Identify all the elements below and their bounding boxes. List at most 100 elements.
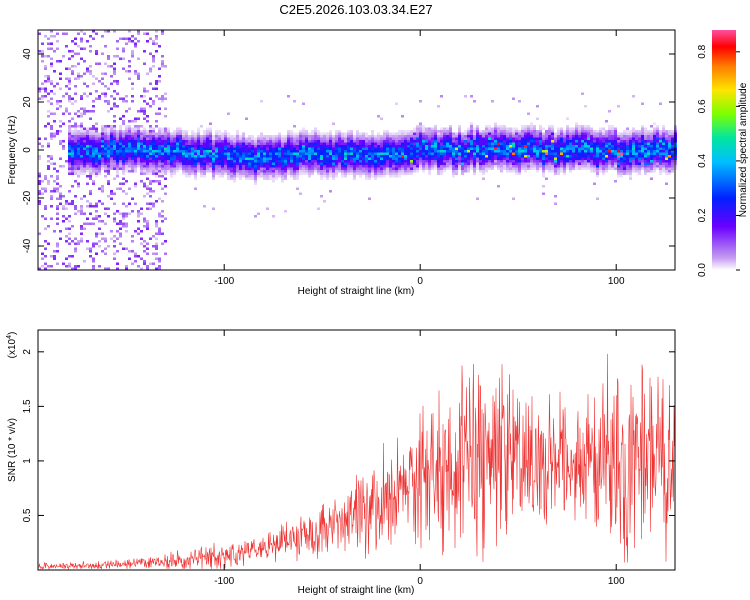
heatmap-cell (422, 142, 425, 145)
heatmap-cell (290, 130, 293, 133)
heatmap-cell (500, 125, 503, 128)
heatmap-cell (137, 140, 140, 143)
heatmap-cell (653, 142, 656, 145)
heatmap-cell (182, 137, 185, 140)
heatmap-cell (230, 140, 233, 143)
heatmap-cell (470, 167, 473, 170)
heatmap-cell (530, 125, 533, 128)
heatmap-cell (239, 177, 242, 180)
heatmap-cell (485, 130, 488, 133)
heatmap-cell (320, 135, 323, 138)
heatmap-cell (191, 130, 194, 133)
heatmap-cell (635, 167, 638, 170)
heatmap-cell (413, 135, 416, 138)
heatmap-cell (149, 167, 152, 170)
heatmap-cell (557, 127, 560, 130)
heatmap-cell (518, 167, 521, 170)
heatmap-cell (467, 132, 470, 135)
heatmap-cell (137, 32, 140, 35)
heatmap-cell (53, 135, 56, 138)
heatmap-cell (536, 137, 539, 140)
heatmap-cell (77, 265, 80, 268)
heatmap-cell (365, 172, 368, 175)
heatmap-cell (221, 160, 224, 163)
heatmap-cell (143, 137, 146, 140)
heatmap-cell (350, 157, 353, 160)
heatmap-cell (374, 152, 377, 155)
heatmap-cell (194, 155, 197, 158)
heatmap-cell (539, 142, 542, 145)
heatmap-cell (476, 125, 479, 128)
heatmap-cell (125, 212, 128, 215)
heatmap-cell (98, 145, 101, 148)
heatmap-cell (506, 152, 509, 155)
heatmap-cell (473, 157, 476, 160)
heatmap-cell (308, 147, 311, 150)
heatmap-cell (65, 77, 68, 80)
heatmap-cell (59, 140, 62, 143)
heatmap-cell (161, 65, 164, 68)
heatmap-cell (485, 170, 488, 173)
heatmap-cell (398, 162, 401, 165)
heatmap-cell (455, 165, 458, 168)
heatmap-cell (161, 210, 164, 213)
heatmap-cell (86, 85, 89, 88)
heatmap-cell (338, 145, 341, 148)
heatmap-cell (176, 152, 179, 155)
heatmap-cell (596, 150, 599, 153)
heatmap-cell (158, 230, 161, 233)
heatmap-cell (314, 167, 317, 170)
heatmap-cell (437, 147, 440, 150)
heatmap-cell (575, 132, 578, 135)
heatmap-cell (575, 130, 578, 133)
heatmap-cell (614, 130, 617, 133)
heatmap-cell (428, 145, 431, 148)
heatmap-cell (449, 127, 452, 130)
heatmap-cell (230, 150, 233, 153)
heatmap-cell (521, 140, 524, 143)
heatmap-cell (65, 217, 68, 220)
heatmap-cell (470, 137, 473, 140)
heatmap-cell (95, 252, 98, 255)
heatmap-cell (224, 137, 227, 140)
heatmap-cell (197, 145, 200, 148)
heatmap-cell (59, 142, 62, 145)
heatmap-cell (65, 45, 68, 48)
heatmap-cell (458, 142, 461, 145)
heatmap-cell (155, 82, 158, 85)
heatmap-cell (107, 167, 110, 170)
heatmap-cell (164, 155, 167, 158)
heatmap-cell (437, 157, 440, 160)
heatmap-cell (92, 130, 95, 133)
heatmap-cell (434, 130, 437, 133)
heatmap-cell (323, 152, 326, 155)
heatmap-cell (173, 160, 176, 163)
heatmap-cell (77, 32, 80, 35)
heatmap-cell (380, 145, 383, 148)
heatmap-cell (113, 157, 116, 160)
heatmap-cell (617, 135, 620, 138)
heatmap-cell (182, 167, 185, 170)
heatmap-cell (50, 80, 53, 83)
heatmap-cell (212, 150, 215, 153)
heatmap-cell (467, 140, 470, 143)
heatmap-cell (161, 32, 164, 35)
heatmap-cell (101, 155, 104, 158)
heatmap-cell (50, 82, 53, 85)
heatmap-cell (665, 150, 668, 153)
heatmap-cell (110, 132, 113, 135)
heatmap-cell (569, 130, 572, 133)
heatmap-cell (548, 152, 551, 155)
heatmap-cell (275, 167, 278, 170)
heatmap-cell (233, 135, 236, 138)
heatmap-cell (95, 155, 98, 158)
heatmap-cell (47, 180, 50, 183)
heatmap-cell (494, 135, 497, 138)
heatmap-cell (482, 140, 485, 143)
heatmap-cell (317, 170, 320, 173)
heatmap-cell (74, 242, 77, 245)
heatmap-cell (449, 142, 452, 145)
heatmap-cell (425, 142, 428, 145)
heatmap-cell (431, 137, 434, 140)
heatmap-cell (566, 147, 569, 150)
